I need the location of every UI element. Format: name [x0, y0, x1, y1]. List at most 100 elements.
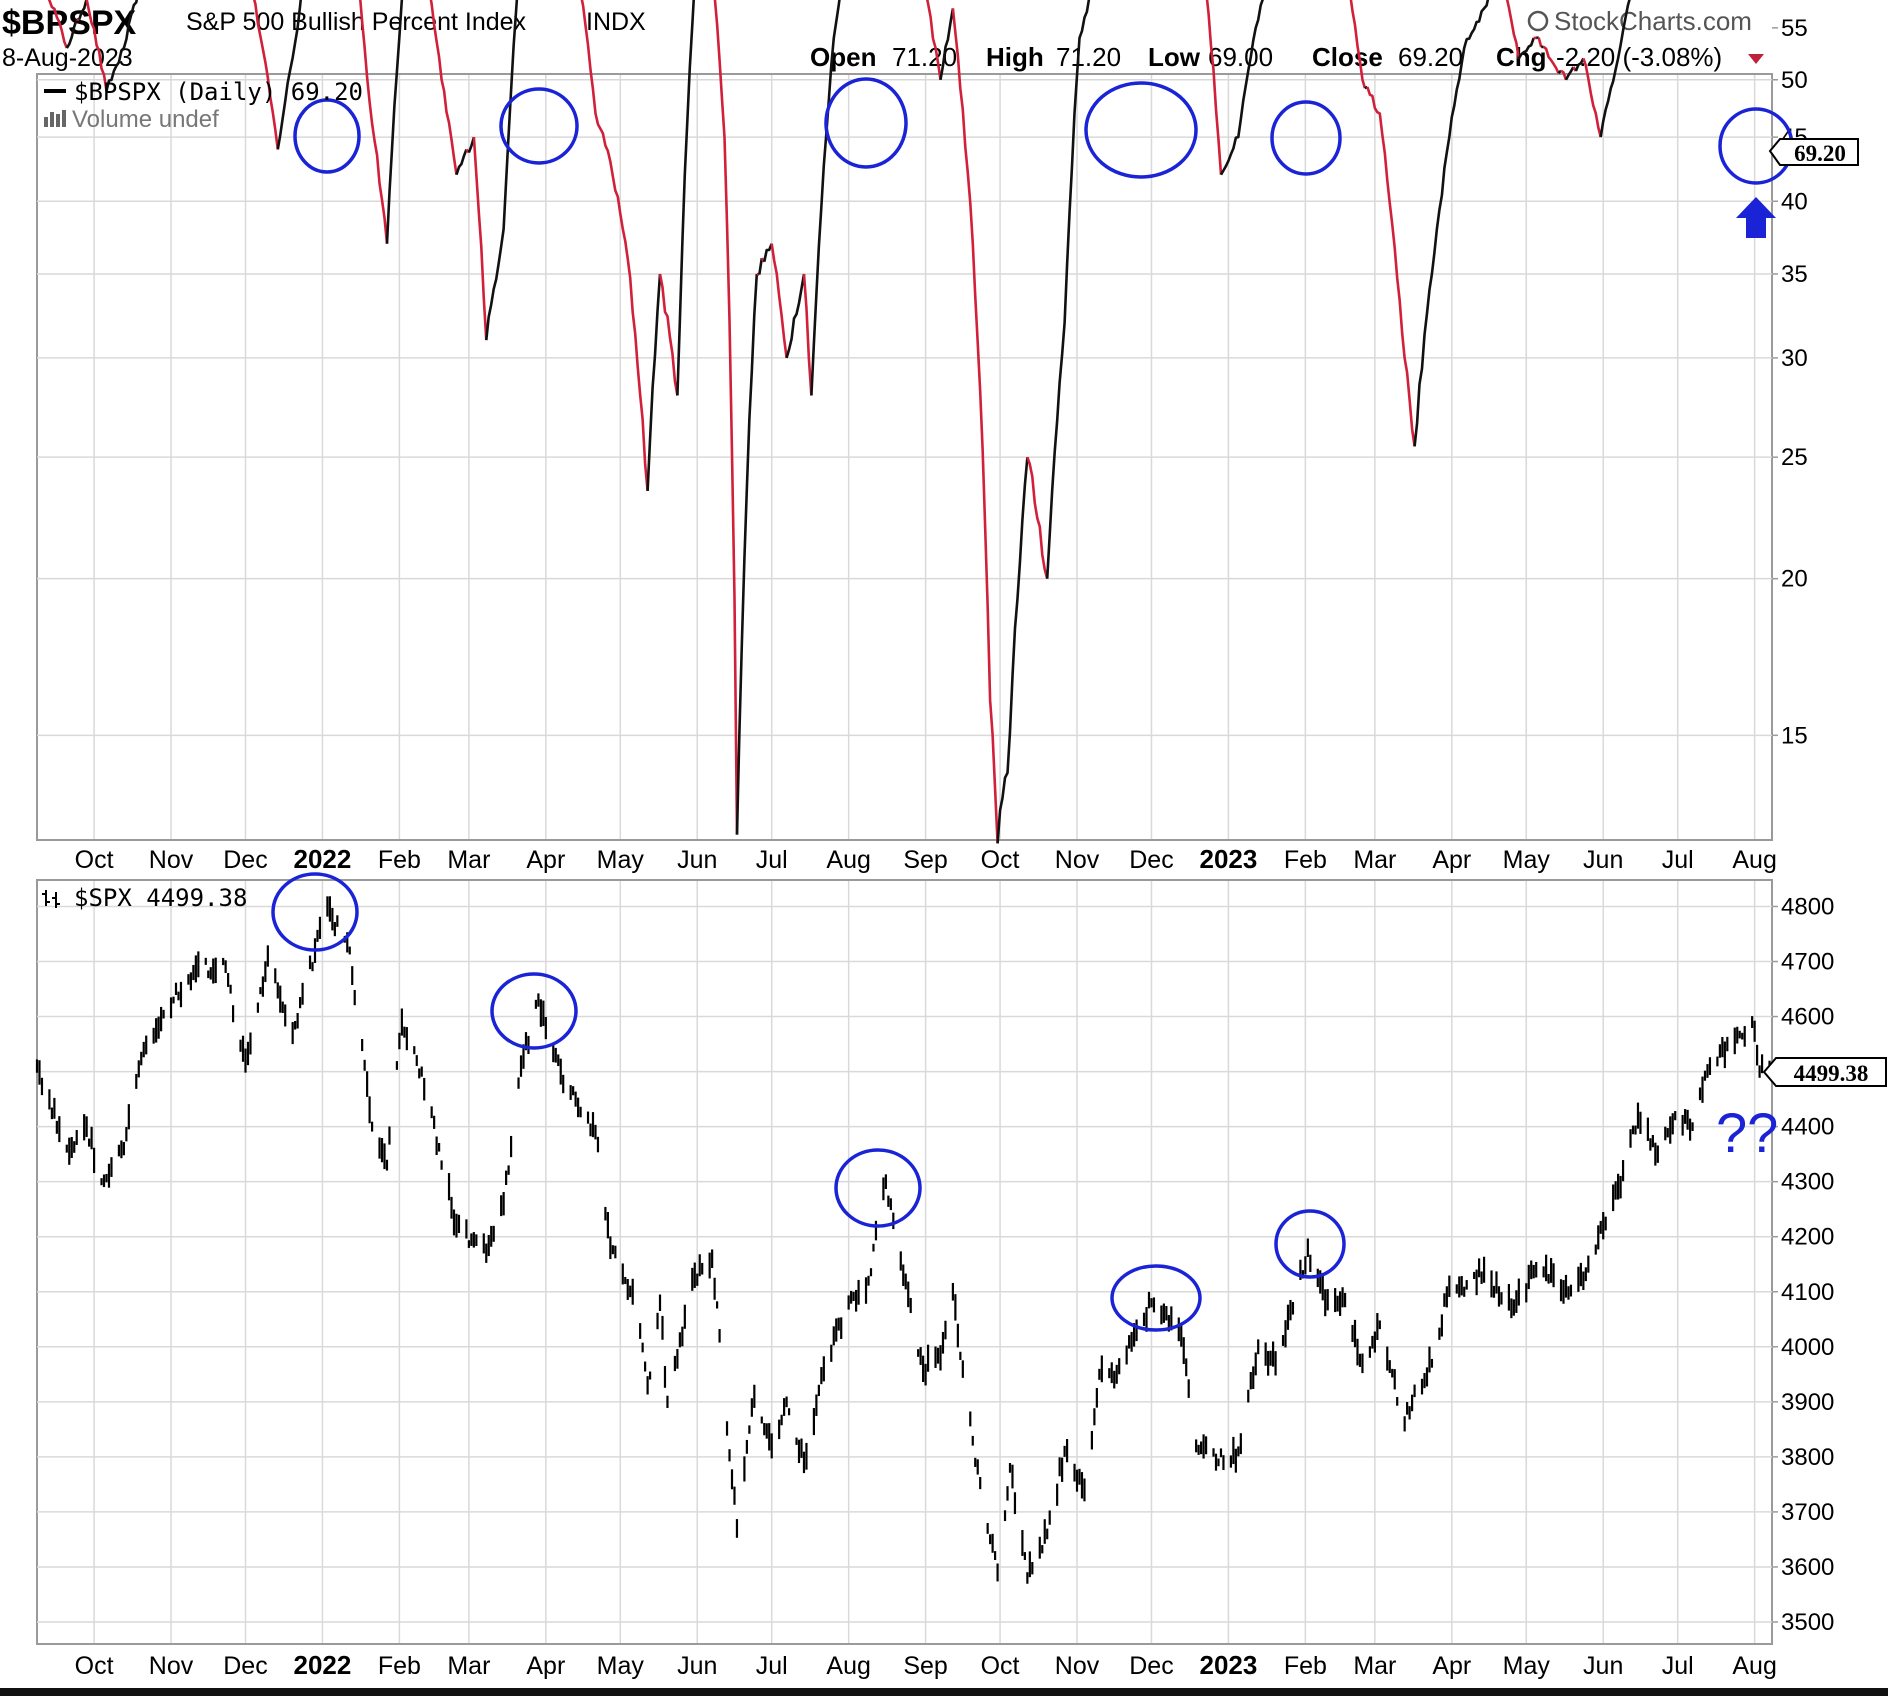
- x-tick-label: Apr: [526, 846, 565, 874]
- x-tick-label: Mar: [1353, 1652, 1396, 1680]
- x-tick-label: Dec: [223, 1652, 267, 1680]
- annotation-circle: [1084, 81, 1198, 179]
- bpspx-grid: [37, 75, 1772, 839]
- spx-plot-frame: [36, 879, 1773, 1645]
- bpspx-falling-segment: [1505, 0, 1521, 59]
- bpspx-rising-segment: [763, 243, 773, 262]
- close-value: 69.20: [1398, 42, 1463, 72]
- bpspx-falling-segment: [429, 0, 458, 175]
- spx-last-value-tag-text: 4499.38: [1794, 1061, 1869, 1086]
- low-label: Low: [1148, 42, 1201, 72]
- x-tick-label: Mar: [447, 846, 490, 874]
- y-tick-label: 3900: [1781, 1389, 1834, 1416]
- chg-value: -2.20 (-3.08%): [1556, 42, 1722, 72]
- bpspx-rising-segment: [276, 0, 302, 150]
- volume-bars-icon: [44, 110, 66, 127]
- bpspx-rising-segment: [1557, 69, 1562, 75]
- y-tick-label: 35: [1781, 261, 1808, 288]
- open-value: 71.20: [892, 42, 957, 72]
- bpspx-last-value-tag: 69.20: [1768, 138, 1859, 166]
- y-tick-label: 4800: [1781, 893, 1834, 920]
- bpspx-rising-segment: [810, 0, 841, 396]
- x-tick-label: Sep: [903, 1652, 947, 1680]
- spx-x-axis: Oct Nov Dec 2022 Feb Mar Apr May Jun Jul Aug Sep Oct…: [75, 1650, 1777, 1680]
- x-tick-label: 2023: [1199, 844, 1257, 874]
- x-tick-label: Apr: [1432, 1652, 1471, 1680]
- bpspx-rising-segment: [65, 18, 78, 49]
- y-tick-label: 4400: [1781, 1114, 1834, 1141]
- y-tick-label: 4100: [1781, 1279, 1834, 1306]
- x-tick-label: May: [1503, 846, 1551, 874]
- x-tick-label: Apr: [526, 1652, 565, 1680]
- title-name: S&P 500 Bullish Percent Index: [186, 8, 527, 36]
- x-tick-label: Jun: [1583, 1652, 1623, 1680]
- bottom-border-bar: [0, 1688, 1888, 1696]
- x-tick-label: Jul: [1662, 846, 1694, 874]
- bpspx-rising-segment: [105, 0, 138, 92]
- y-tick-label: 30: [1781, 345, 1808, 372]
- bpspx-x-axis: Oct Nov Dec 2022 Feb Mar Apr May Jun Jul Aug Sep Oct…: [75, 844, 1777, 874]
- x-tick-label: 2023: [1199, 1650, 1257, 1680]
- bpspx-rising-segment: [676, 0, 696, 396]
- bpspx-falling-segment: [713, 0, 739, 835]
- x-tick-label: Sep: [903, 846, 947, 874]
- bpspx-rising-segment: [758, 258, 764, 275]
- bpspx-rising-segment: [1517, 37, 1535, 60]
- annotation-circle: [271, 872, 359, 952]
- y-tick-label: 50: [1781, 67, 1808, 94]
- chg-label: Chg: [1496, 42, 1547, 72]
- spx-last-value-tag-box: [1762, 1057, 1887, 1087]
- annotation-circle: [1270, 100, 1342, 176]
- title-exchange: INDX: [586, 8, 646, 36]
- bpspx-falling-segment: [1366, 86, 1416, 447]
- watermark-icon: [1527, 10, 1549, 32]
- x-tick-label: Oct: [75, 1652, 114, 1680]
- x-tick-label: Oct: [75, 846, 114, 874]
- bpspx-rising-segment: [1045, 0, 1091, 579]
- x-tick-label: Jul: [1662, 1652, 1694, 1680]
- spx-annotations: ??: [271, 872, 1778, 1332]
- spx-legend-line: $SPX 4499.38: [74, 884, 247, 912]
- x-tick-label: Jul: [756, 1652, 788, 1680]
- bpspx-rising-segment: [939, 8, 955, 81]
- y-tick-label: 3800: [1781, 1444, 1834, 1471]
- x-tick-label: Jun: [677, 846, 717, 874]
- bpspx-falling-segment: [951, 8, 999, 844]
- bpspx-rising-segment: [1564, 66, 1575, 81]
- ohlc-readout: Open 71.20 High 71.20 Low 69.00 Close 69…: [810, 42, 1764, 72]
- bpspx-panel: 15202530354045505560657580 69.20 $BPSPX …: [36, 0, 1859, 874]
- bpspx-legend: $BPSPX (Daily) 69.20 Volume undef: [44, 78, 363, 133]
- spx-line: [35, 896, 1774, 1584]
- x-tick-label: Dec: [1129, 846, 1173, 874]
- chart-date: 8-Aug-2023: [2, 44, 133, 72]
- x-tick-label: Feb: [378, 846, 421, 874]
- bpspx-last-value-tag-box: [1768, 138, 1859, 166]
- bpspx-rising-segment: [385, 0, 404, 244]
- up-arrow-icon: [1736, 197, 1776, 238]
- bpspx-legend-volume: Volume undef: [72, 106, 219, 133]
- x-tick-label: Oct: [981, 1652, 1020, 1680]
- annotation-circle: [1274, 1209, 1346, 1279]
- bpspx-falling-segment: [252, 0, 280, 150]
- volume-bar: [44, 117, 48, 127]
- x-tick-label: Apr: [1432, 846, 1471, 874]
- x-tick-label: Nov: [149, 846, 194, 874]
- x-tick-label: Nov: [1055, 846, 1100, 874]
- bpspx-rising-segment: [77, 0, 88, 21]
- y-tick-label: 40: [1781, 188, 1808, 215]
- y-tick-label: 4200: [1781, 1224, 1834, 1251]
- y-tick-label: 55: [1781, 15, 1808, 42]
- bpspx-falling-segment: [472, 137, 488, 341]
- bpspx-falling-segment: [1537, 37, 1543, 48]
- ohlc-bars-icon: [42, 890, 60, 908]
- bpspx-rising-segment: [1219, 0, 1264, 176]
- bpspx-rising-segment: [485, 0, 519, 341]
- annotation-circle: [824, 77, 908, 169]
- title-symbol: $BPSPX: [2, 4, 136, 42]
- high-value: 71.20: [1056, 42, 1121, 72]
- bpspx-falling-segment: [1560, 69, 1568, 81]
- bpspx-falling-segment: [802, 273, 813, 396]
- y-tick-label: 4300: [1781, 1169, 1834, 1196]
- x-tick-label: Nov: [1055, 1652, 1100, 1680]
- annotation-circle: [293, 98, 361, 174]
